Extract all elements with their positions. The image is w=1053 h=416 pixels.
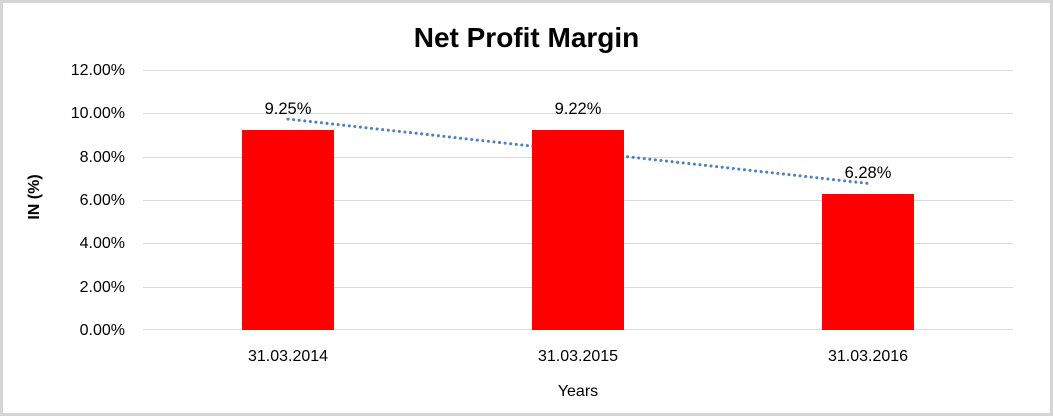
y-tick-label: 10.00% (70, 105, 125, 123)
data-label: 9.22% (554, 100, 602, 119)
gridline (143, 113, 1013, 114)
chart-title: Net Profit Margin (413, 22, 640, 53)
gridline (143, 70, 1013, 71)
x-axis-title: Years (557, 383, 599, 400)
y-tick-label: 12.00% (70, 62, 125, 79)
y-tick-label: 0.00% (79, 322, 125, 339)
data-label: 6.28% (844, 163, 892, 182)
x-tick-label: 31.03.2014 (247, 348, 329, 365)
y-tick-label: 6.00% (79, 192, 125, 209)
y-tick-label: 2.00% (79, 278, 125, 296)
plot-area: 9.25% 9.22% 6.28% (143, 70, 1013, 330)
x-tick-label: 31.03.2015 (537, 348, 619, 365)
y-tick-label: 4.00% (79, 235, 125, 253)
bar-31.03.2015 (532, 130, 624, 330)
y-tick-label: 8.00% (79, 148, 125, 166)
data-label: 9.25% (264, 99, 312, 118)
bar-31.03.2016 (822, 193, 914, 330)
x-tick-label: 31.03.2016 (827, 348, 909, 365)
bar-31.03.2014 (242, 129, 334, 330)
